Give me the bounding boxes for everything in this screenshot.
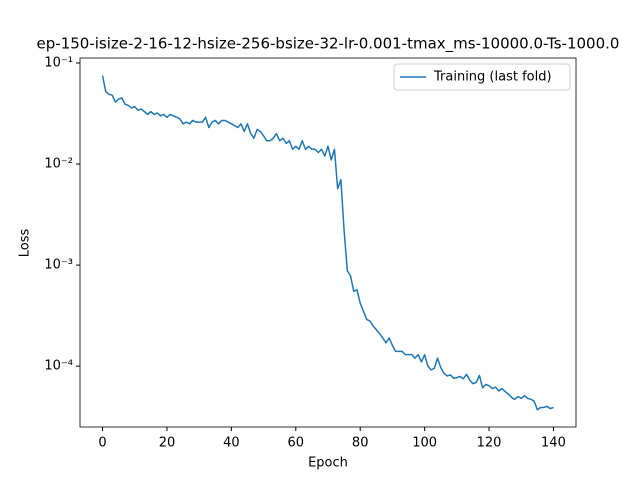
x-tick-label: 100 [412,436,437,451]
y-tick-label: 10⁻¹ [44,55,73,70]
legend-label: Training (last fold) [433,70,552,85]
legend-box [393,63,571,91]
x-tick-label: 0 [98,436,106,451]
x-tick-label: 120 [477,436,502,451]
x-tick-label: 60 [288,436,305,451]
chart-title: ep-150-isize-2-16-12-hsize-256-bsize-32-… [37,35,620,54]
x-tick-label: 40 [223,436,240,451]
x-tick-label: 20 [159,436,176,451]
y-tick-label: 10⁻² [44,157,73,172]
data-line [101,75,554,411]
x-tick-label: 140 [541,436,566,451]
x-axis-label: Epoch [308,456,348,471]
x-tick-label: 80 [352,436,369,451]
y-axis-label: Loss [18,229,33,258]
y-tick-label: 10⁻³ [44,258,73,273]
plot-frame [79,57,577,428]
y-tick-label: 10⁻⁴ [44,359,73,374]
